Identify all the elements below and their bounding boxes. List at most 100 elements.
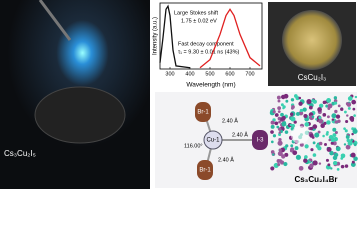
atom (332, 141, 337, 146)
atom (278, 137, 282, 142)
atom (349, 116, 355, 121)
atom (293, 120, 297, 124)
atom (298, 110, 304, 116)
atom (344, 129, 348, 133)
atom (289, 123, 292, 127)
atom (277, 140, 283, 146)
photo-label: Cs₃Cu₂I₅ (4, 149, 36, 158)
atom (331, 118, 335, 121)
atom (277, 127, 282, 131)
atom (277, 106, 282, 110)
atom (337, 119, 341, 123)
atom-label: Br-1 (199, 168, 211, 174)
atom (277, 151, 283, 157)
atom (327, 163, 331, 167)
atom (337, 104, 341, 108)
atom (290, 147, 295, 152)
atom (317, 130, 321, 134)
atom (272, 153, 275, 156)
atom (325, 158, 329, 162)
atom (346, 102, 352, 107)
atom (314, 132, 320, 138)
atom (304, 155, 308, 159)
atom (351, 99, 357, 105)
atom (346, 114, 349, 117)
x-tick-label: 400 (185, 71, 194, 77)
atom (335, 146, 341, 152)
atom (277, 163, 281, 167)
atom (282, 105, 286, 109)
atom (285, 144, 289, 148)
annotation: τ₁ = 9.30 ± 0.01 ns (43%) (178, 49, 239, 55)
atom (351, 160, 355, 164)
atom (328, 135, 334, 140)
atom (340, 164, 345, 169)
atom (270, 124, 275, 129)
atom (347, 106, 351, 110)
atom (270, 166, 275, 171)
atom (303, 114, 308, 119)
annotation: 1.75 ± 0.02 eV (181, 18, 217, 24)
lattice (269, 93, 358, 171)
atom (333, 101, 338, 105)
atom (315, 118, 318, 121)
photo-label: CsCu₂I₃ (298, 73, 327, 82)
atom (292, 150, 298, 156)
atom (291, 105, 295, 109)
atom (277, 116, 282, 121)
atom (298, 96, 302, 100)
atom (309, 133, 314, 138)
atom (334, 109, 338, 114)
atom (309, 126, 314, 131)
atom (318, 103, 324, 108)
x-tick-label: 600 (225, 71, 234, 77)
atom (302, 107, 307, 112)
atom (353, 156, 358, 162)
atom-cu (203, 130, 223, 150)
atom (332, 160, 338, 166)
atom (352, 107, 356, 111)
crystal (282, 10, 342, 70)
atom-br (195, 102, 211, 122)
atom (345, 135, 350, 139)
atom (332, 127, 337, 132)
atom (333, 152, 339, 158)
atom (278, 148, 282, 152)
atom (318, 118, 324, 124)
atom (333, 136, 338, 142)
atom (325, 132, 329, 136)
atom (347, 140, 353, 146)
atom (309, 163, 314, 169)
x-tick-label: 500 (205, 71, 214, 77)
atom (311, 115, 315, 118)
atom (345, 119, 349, 124)
atom (331, 113, 337, 119)
x-axis-label: Wavelength (nm) (186, 82, 235, 89)
line-series (199, 8, 261, 69)
atom (278, 131, 282, 134)
atom (323, 121, 327, 126)
structure-label: Cs₃Cu₂I₄Br (294, 175, 337, 184)
line-series (159, 4, 191, 69)
atom (312, 141, 316, 145)
abstract: Cs₃Cu₂I₅ CsCu₂I₃ Intensity (a.u.) Wavele… (0, 0, 358, 189)
atom (353, 143, 357, 147)
annotation: Fast decay component (178, 41, 234, 47)
atom (333, 96, 338, 100)
atom (322, 100, 327, 105)
atom (325, 104, 329, 108)
atom (354, 95, 358, 99)
atom (318, 141, 323, 146)
highlight (291, 126, 309, 144)
atom (284, 130, 289, 134)
atom (327, 103, 333, 109)
bond-length: 2.40 Å (218, 156, 234, 163)
atom (298, 101, 303, 106)
atom (278, 159, 283, 163)
atom (334, 130, 338, 135)
atom (326, 146, 332, 152)
atom (282, 121, 287, 125)
atom (309, 158, 313, 162)
atom (310, 148, 314, 152)
atom (322, 134, 325, 138)
